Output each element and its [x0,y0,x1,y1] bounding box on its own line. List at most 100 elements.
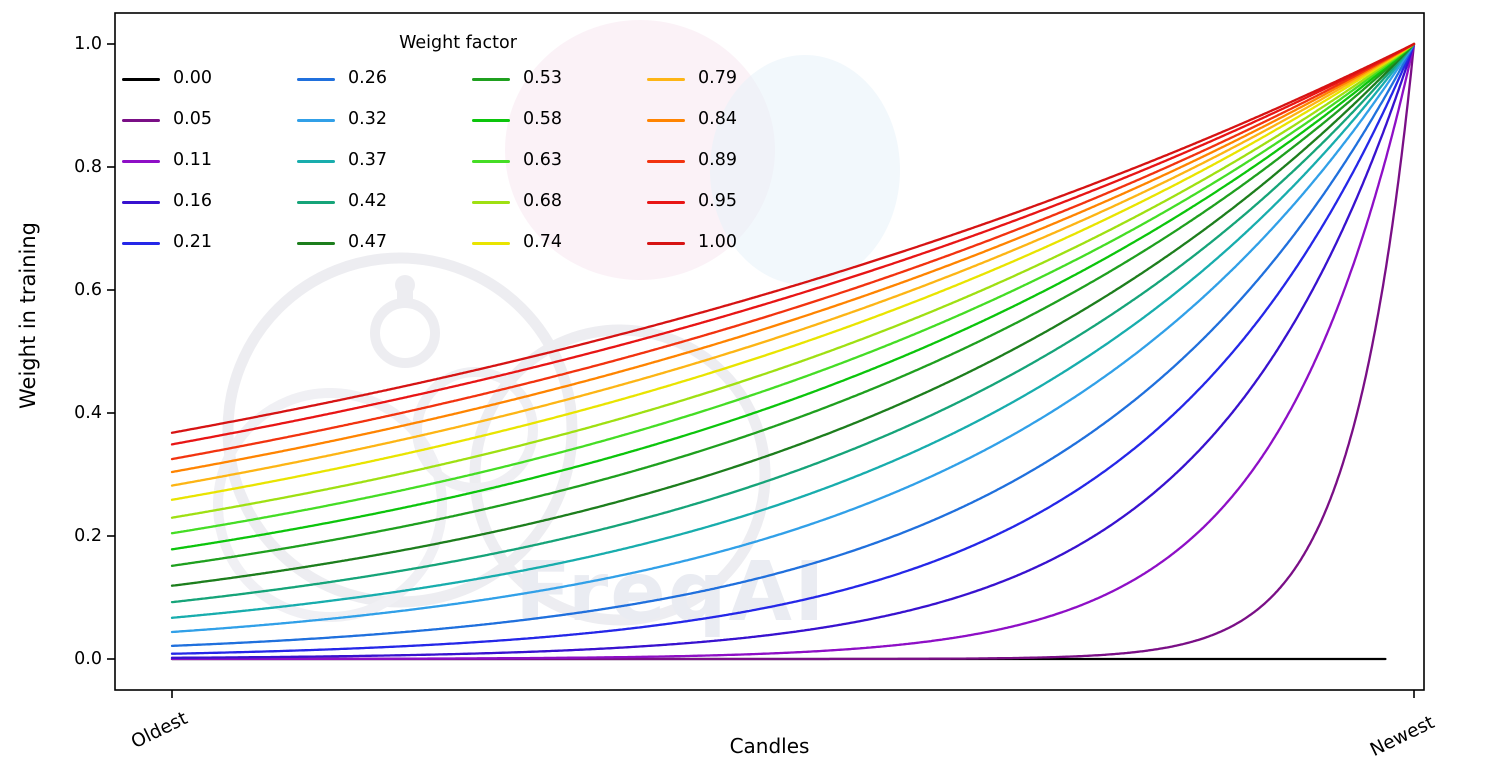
series-line [170,42,1416,487]
legend-item: 0.11 [122,152,267,170]
freqai-watermark [222,252,578,608]
legend-label: 0.58 [523,109,562,130]
series-line [170,42,1416,461]
legend-label: 0.42 [348,191,387,212]
legend-item: 0.47 [297,234,442,252]
legend-label: 0.21 [173,232,212,253]
freqai-watermark-text: FreqAI [515,545,827,640]
series-line [170,42,1416,634]
series-line [170,42,1416,655]
legend-label: 0.16 [173,191,212,212]
y-axis-label: Weight in training [16,222,40,410]
legend-line-swatch [472,77,510,81]
legend-item: 1.00 [647,234,792,252]
series-line [170,42,1416,535]
x-axis-label: Candles [729,734,810,758]
legend: Weight factor 0.00 0.05 0.11 0.16 0.21 0.26 0.… [122,33,794,257]
y-tick-label: 0.4 [74,403,102,423]
legend-item: 0.21 [122,234,267,252]
freqai-watermark [213,388,447,622]
y-tick-label: 0.6 [74,280,102,300]
legend-line-swatch [297,200,335,204]
legend-entries: 0.00 0.05 0.11 0.16 0.21 0.26 0.32 0.37 0.42 0.47… [122,65,794,257]
legend-line-swatch [647,200,685,204]
freqai-watermark [710,55,900,285]
legend-label: 0.68 [523,191,562,212]
legend-line-swatch [472,118,510,122]
legend-label: 1.00 [698,232,737,253]
legend-line-swatch [647,159,685,163]
series-line [170,42,1416,446]
legend-item: 0.16 [122,193,267,211]
legend-label: 0.26 [348,68,387,89]
series-line [170,42,1416,551]
series-line [170,42,1416,567]
legend-item: 0.58 [472,111,617,129]
series-line [170,42,1416,659]
legend-label: 0.84 [698,109,737,130]
legend-item: 0.53 [472,70,617,88]
legend-line-swatch [472,241,510,245]
series-line [170,42,1416,474]
y-tick-label: 1.0 [74,34,102,54]
y-tick-label: 0.2 [74,526,102,546]
freqai-watermark [370,298,440,368]
freqai-watermark [469,324,771,626]
legend-item: 0.74 [472,234,617,252]
freqai-watermark [395,275,415,295]
legend-line-swatch [122,159,160,163]
legend-line-swatch [297,77,335,81]
legend-line-swatch [647,118,685,122]
legend-line-swatch [647,241,685,245]
legend-item: 0.95 [647,193,792,211]
legend-item: 0.89 [647,152,792,170]
legend-line-swatch [122,118,160,122]
legend-item: 0.05 [122,111,267,129]
legend-item: 0.63 [472,152,617,170]
series-line [170,42,1416,434]
legend-label: 0.00 [173,68,212,89]
series-line [170,42,1416,519]
legend-label: 0.11 [173,150,212,171]
legend-label: 0.47 [348,232,387,253]
legend-label: 0.89 [698,150,737,171]
legend-label: 0.32 [348,109,387,130]
legend-item: 0.00 [122,70,267,88]
legend-line-swatch [297,159,335,163]
plot-frame [114,12,1425,691]
series-line [170,42,1416,648]
series-line [170,42,1416,619]
legend-item: 0.84 [647,111,792,129]
series-line [170,42,1416,501]
legend-title: Weight factor [399,33,517,53]
legend-label: 0.74 [523,232,562,253]
legend-line-swatch [297,241,335,245]
legend-label: 0.53 [523,68,562,89]
legend-line-swatch [122,77,160,81]
series-line [170,42,1416,661]
freqai-watermark [412,367,538,493]
series-line [170,42,1416,604]
legend-item: 0.68 [472,193,617,211]
legend-label: 0.05 [173,109,212,130]
legend-item: 0.32 [297,111,442,129]
legend-label: 0.95 [698,191,737,212]
y-tick-label: 0.8 [74,157,102,177]
legend-line-swatch [647,77,685,81]
legend-line-swatch [472,159,510,163]
legend-item: 0.79 [647,70,792,88]
legend-item: 0.42 [297,193,442,211]
legend-line-swatch [122,200,160,204]
legend-line-swatch [297,118,335,122]
legend-line-swatch [472,200,510,204]
legend-line-swatch [122,241,160,245]
legend-label: 0.79 [698,68,737,89]
legend-item: 0.37 [297,152,442,170]
series-line [170,42,1416,587]
legend-label: 0.63 [523,150,562,171]
legend-item: 0.26 [297,70,442,88]
y-tick-label: 0.0 [74,649,102,669]
freqai-watermark [505,20,775,280]
